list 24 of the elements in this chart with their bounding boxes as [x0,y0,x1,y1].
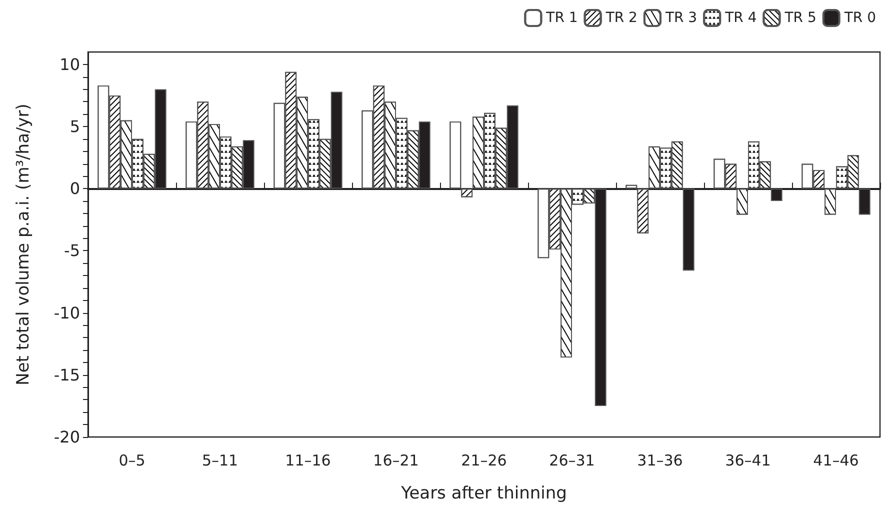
y-axis-title: Net total volume p.a.i. (m³/ha/yr) [14,104,34,386]
x-axis-title: Years after thinning [400,484,567,504]
x-tick-label: 31–36 [637,452,683,470]
x-tick-label: 21–26 [461,452,507,470]
legend-label: TR 2 [604,10,638,26]
x-tick-label: 26–31 [549,452,595,470]
x-tick-label: 36–41 [725,452,771,470]
y-tick-label: 0 [70,179,80,198]
legend-label: TR 1 [545,10,578,26]
y-tick-label: -10 [54,303,80,322]
y-tick-label: -20 [54,428,80,446]
legend-label: TR 3 [664,10,698,26]
y-tick-label: 5 [70,117,80,136]
x-tick-label: 16–21 [373,452,419,470]
y-tick-label: -5 [64,241,80,260]
x-tick-label: 41–46 [813,452,859,470]
y-tick-label: 10 [60,54,80,74]
x-tick-label: 5–11 [202,452,238,470]
legend-label: TR 0 [843,10,876,26]
y-tick-label: -15 [54,365,80,384]
x-tick-label: 11–16 [285,452,331,470]
x-tick-label: 0–5 [118,452,146,470]
legend-label: TR 5 [784,10,816,26]
legend-label: TR 4 [724,10,757,26]
